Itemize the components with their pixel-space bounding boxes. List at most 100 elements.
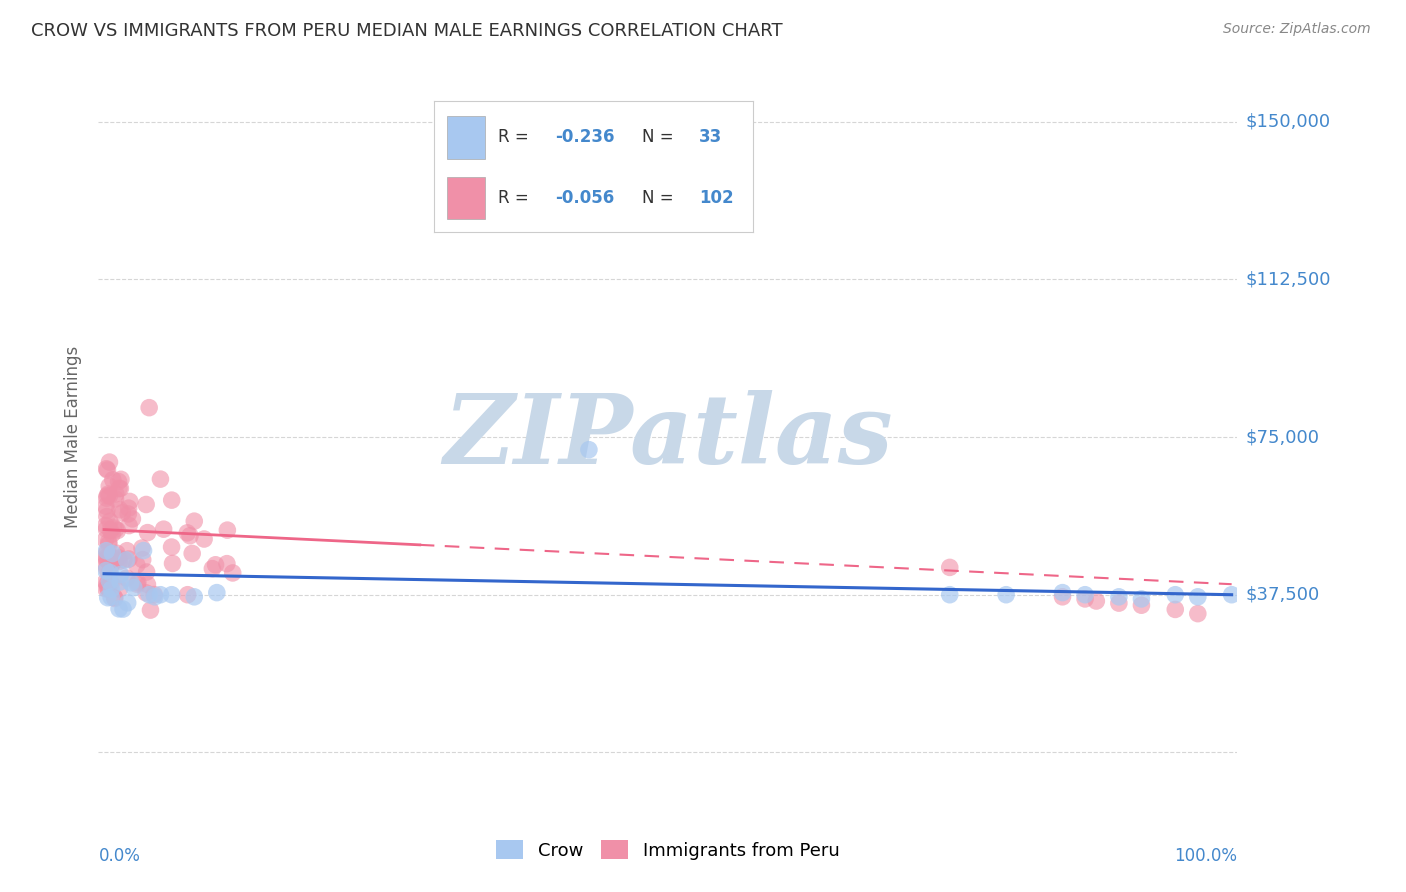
Point: [135, 565, 157, 579]
Point: [103, 550, 125, 565]
Point: [1108, 590, 1130, 604]
Point: [110, 567, 132, 582]
Point: [108, 482, 131, 496]
Point: [97, 554, 120, 568]
Point: [104, 591, 127, 606]
Point: [96, 503, 118, 517]
Point: [149, 588, 172, 602]
Point: [101, 473, 124, 487]
Point: [131, 552, 153, 566]
Point: [111, 506, 134, 520]
Point: [1108, 596, 1130, 610]
Point: [162, 557, 184, 571]
Point: [160, 493, 183, 508]
Point: [97, 581, 120, 595]
Point: [115, 571, 138, 585]
Point: [103, 520, 125, 534]
Point: [94, 533, 117, 547]
Point: [110, 472, 132, 486]
Point: [94, 518, 117, 533]
Point: [100, 582, 122, 597]
Point: [96, 491, 118, 506]
Point: [108, 554, 131, 568]
Point: [98, 566, 121, 580]
Text: 0.0%: 0.0%: [98, 847, 141, 864]
Point: [139, 603, 162, 617]
Point: [152, 522, 174, 536]
Point: [120, 575, 142, 590]
Point: [108, 602, 131, 616]
Point: [176, 588, 198, 602]
Point: [122, 581, 145, 595]
Point: [98, 572, 121, 586]
Point: [217, 523, 239, 537]
Point: [94, 582, 117, 596]
Point: [938, 560, 960, 574]
Point: [101, 527, 124, 541]
Point: [103, 591, 125, 605]
Point: [97, 582, 120, 596]
Point: [96, 462, 118, 476]
Point: [149, 472, 172, 486]
Point: [117, 507, 139, 521]
Text: CROW VS IMMIGRANTS FROM PERU MEDIAN MALE EARNINGS CORRELATION CHART: CROW VS IMMIGRANTS FROM PERU MEDIAN MALE…: [31, 22, 783, 40]
Point: [94, 574, 117, 589]
Point: [94, 499, 117, 513]
Point: [96, 489, 118, 503]
Text: $75,000: $75,000: [1246, 428, 1320, 446]
Point: [118, 501, 141, 516]
Point: [160, 588, 183, 602]
Point: [96, 522, 118, 536]
Point: [138, 401, 160, 415]
Point: [98, 566, 121, 580]
Point: [104, 522, 127, 536]
Point: [111, 602, 134, 616]
Point: [205, 585, 228, 599]
Point: [135, 586, 157, 600]
Point: [143, 588, 166, 602]
Point: [1164, 602, 1187, 616]
Point: [136, 577, 159, 591]
Point: [110, 482, 132, 496]
Point: [96, 552, 118, 566]
Point: [115, 553, 138, 567]
Point: [94, 558, 117, 572]
Point: [1187, 607, 1209, 621]
Point: [97, 487, 120, 501]
Point: [176, 525, 198, 540]
Point: [179, 529, 201, 543]
Point: [94, 564, 117, 578]
Point: [160, 540, 183, 554]
Point: [108, 574, 131, 589]
Point: [1187, 590, 1209, 604]
Point: [108, 582, 131, 596]
Point: [104, 553, 127, 567]
Point: [101, 547, 124, 561]
Text: $150,000: $150,000: [1246, 112, 1330, 131]
Point: [98, 489, 121, 503]
Point: [1052, 585, 1074, 599]
Point: [118, 552, 141, 566]
Point: [1074, 591, 1097, 606]
Point: [100, 576, 122, 591]
Point: [201, 561, 224, 575]
Point: [183, 514, 205, 528]
Point: [132, 543, 155, 558]
Point: [98, 523, 121, 537]
Legend: Crow, Immigrants from Peru: Crow, Immigrants from Peru: [489, 833, 846, 867]
Point: [96, 550, 118, 565]
Point: [117, 596, 139, 610]
Point: [96, 463, 118, 477]
Point: [1130, 591, 1153, 606]
Point: [131, 541, 153, 555]
Point: [204, 558, 226, 572]
Point: [1085, 594, 1108, 608]
Point: [108, 502, 131, 516]
Point: [215, 557, 238, 571]
Point: [938, 588, 960, 602]
Point: [96, 562, 118, 576]
Point: [108, 550, 131, 565]
Point: [96, 577, 118, 591]
Point: [118, 518, 141, 533]
Point: [105, 546, 128, 560]
